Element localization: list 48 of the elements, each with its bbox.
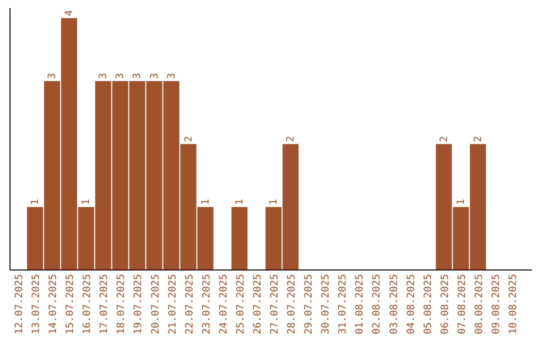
x-tick-label: 17.07.2025: [99, 274, 110, 334]
x-tick-label: 23.07.2025: [201, 274, 212, 334]
data-label: 4: [64, 10, 76, 16]
x-tick-label: 14.07.2025: [48, 274, 60, 334]
data-label: 3: [149, 73, 160, 80]
x-tick-label: 06.08.2025: [440, 274, 451, 334]
x-tick-label: 15.07.2025: [65, 274, 76, 334]
data-label: 2: [286, 136, 297, 142]
data-label: 3: [132, 73, 144, 80]
x-tick-label: 12.07.2025: [14, 274, 26, 334]
x-tick-label: 07.08.2025: [456, 274, 468, 334]
x-tick-label: 20.07.2025: [150, 274, 162, 334]
x-tick-label: 31.07.2025: [338, 274, 349, 334]
x-tick-label: 01.08.2025: [354, 274, 366, 334]
x-tick-label: 26.07.2025: [252, 274, 264, 334]
x-tick-label: 27.07.2025: [270, 274, 281, 334]
x-tick-label: 25.07.2025: [235, 274, 246, 334]
data-label: 1: [30, 198, 42, 206]
x-tick-label: 24.07.2025: [218, 274, 230, 334]
data-label: 1: [234, 198, 246, 206]
x-tick-label: 08.08.2025: [474, 274, 485, 334]
data-label: 1: [268, 198, 280, 206]
data-label: 2: [438, 136, 450, 142]
x-tick-label: 03.08.2025: [388, 274, 400, 334]
data-label: 3: [47, 73, 58, 80]
data-label: 2: [472, 136, 484, 142]
x-tick-label: 02.08.2025: [372, 274, 383, 334]
data-label: 1: [81, 198, 92, 206]
x-tick-label: 29.07.2025: [304, 274, 315, 334]
data-label: 3: [166, 73, 178, 80]
x-tick-label: 05.08.2025: [422, 274, 434, 334]
x-tick-label: 10.08.2025: [508, 274, 519, 334]
data-label: 3: [115, 73, 126, 80]
x-tick-label: 22.07.2025: [184, 274, 196, 334]
x-tick-label: 09.08.2025: [490, 274, 502, 334]
x-tick-label: 19.07.2025: [133, 274, 144, 334]
x-tick-label: 30.07.2025: [320, 274, 332, 334]
bar: [231, 207, 248, 270]
data-label: 3: [98, 73, 110, 80]
x-tick-label: 13.07.2025: [31, 274, 42, 334]
x-tick-label: 18.07.2025: [116, 274, 128, 334]
x-tick-label: 28.07.2025: [286, 274, 298, 334]
x-tick-label: 16.07.2025: [82, 274, 94, 334]
data-label: 1: [200, 198, 212, 206]
data-label: 2: [183, 136, 194, 142]
x-tick-label: 04.08.2025: [406, 274, 417, 334]
data-label: 1: [456, 198, 467, 206]
x-tick-label: 21.07.2025: [167, 274, 178, 334]
